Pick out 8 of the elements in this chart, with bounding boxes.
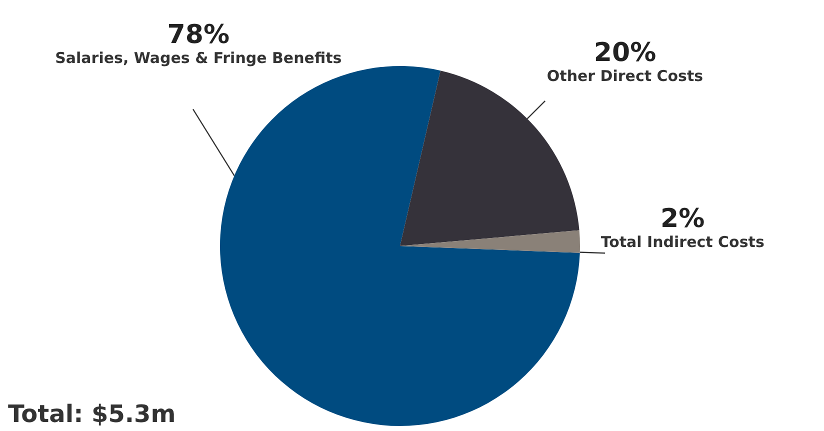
- slice-label: Total Indirect Costs: [600, 233, 764, 251]
- data-label: 78%: [167, 20, 230, 50]
- slice-label: Other Direct Costs: [546, 67, 704, 85]
- slice-label: Salaries, Wages & Fringe Benefits: [55, 49, 342, 67]
- text: Total: $5.3m: [8, 400, 176, 428]
- pie-slice: [400, 230, 580, 253]
- data-label: 2%: [660, 204, 705, 234]
- data-label: 20%: [594, 38, 656, 68]
